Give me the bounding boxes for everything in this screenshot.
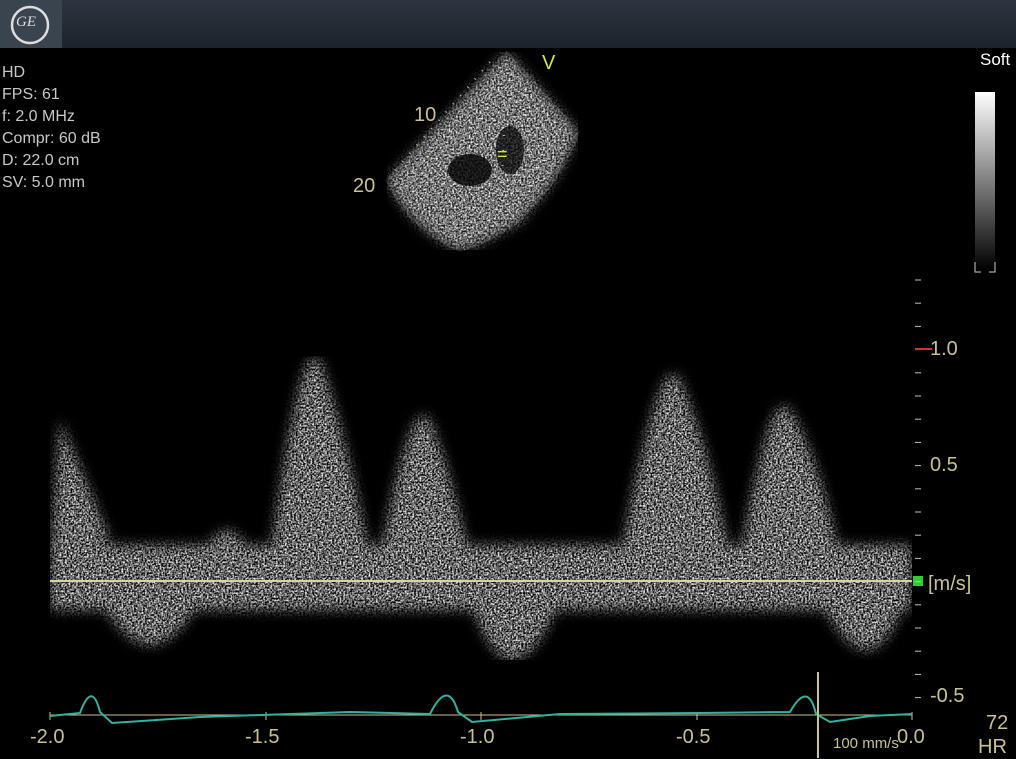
orientation-marker: V — [542, 52, 556, 74]
gray-map-bar — [975, 92, 995, 270]
time-tick-label: -0.5 — [676, 726, 711, 748]
velocity-unit: [m/s] — [928, 573, 972, 595]
sector-image — [385, 50, 580, 252]
depth-mark: 20 — [353, 175, 376, 197]
doppler-spectrum — [50, 356, 912, 660]
logo: GE — [16, 14, 36, 30]
logo-ring — [10, 5, 50, 45]
time-tick-label: -2.0 — [30, 726, 65, 748]
time-tick-label: -1.0 — [460, 726, 495, 748]
info-line: f: 2.0 MHz — [2, 108, 75, 125]
info-line: Compr: 60 dB — [2, 130, 101, 147]
info-line: D: 22.0 cm — [2, 152, 80, 169]
info-line: SV: 5.0 mm — [2, 174, 85, 191]
cursor-marker: = — [497, 144, 508, 164]
info-line: FPS: 61 — [2, 86, 60, 103]
velocity-tick-label: 1.0 — [930, 338, 958, 360]
sweep-speed: 100 mm/s — [833, 735, 899, 752]
time-tick-label: 0.0 — [897, 726, 925, 748]
info-line: HD — [2, 64, 26, 81]
velocity-tick-label: 0.5 — [930, 454, 958, 476]
velocity-tick-label: -0.5 — [930, 685, 965, 707]
gray-map-bracket — [974, 262, 996, 273]
ecg-trace — [49, 694, 913, 725]
top-bar — [0, 0, 1016, 48]
velocity-ticks — [915, 279, 921, 699]
time-tick-label: -1.5 — [245, 726, 280, 748]
heart-rate-label: HR — [978, 736, 1007, 758]
depth-mark: 10 — [414, 104, 437, 126]
gray-map-label: Soft — [980, 50, 1011, 69]
baseline-handle — [913, 576, 923, 586]
heart-rate-value: 72 — [986, 712, 1009, 734]
